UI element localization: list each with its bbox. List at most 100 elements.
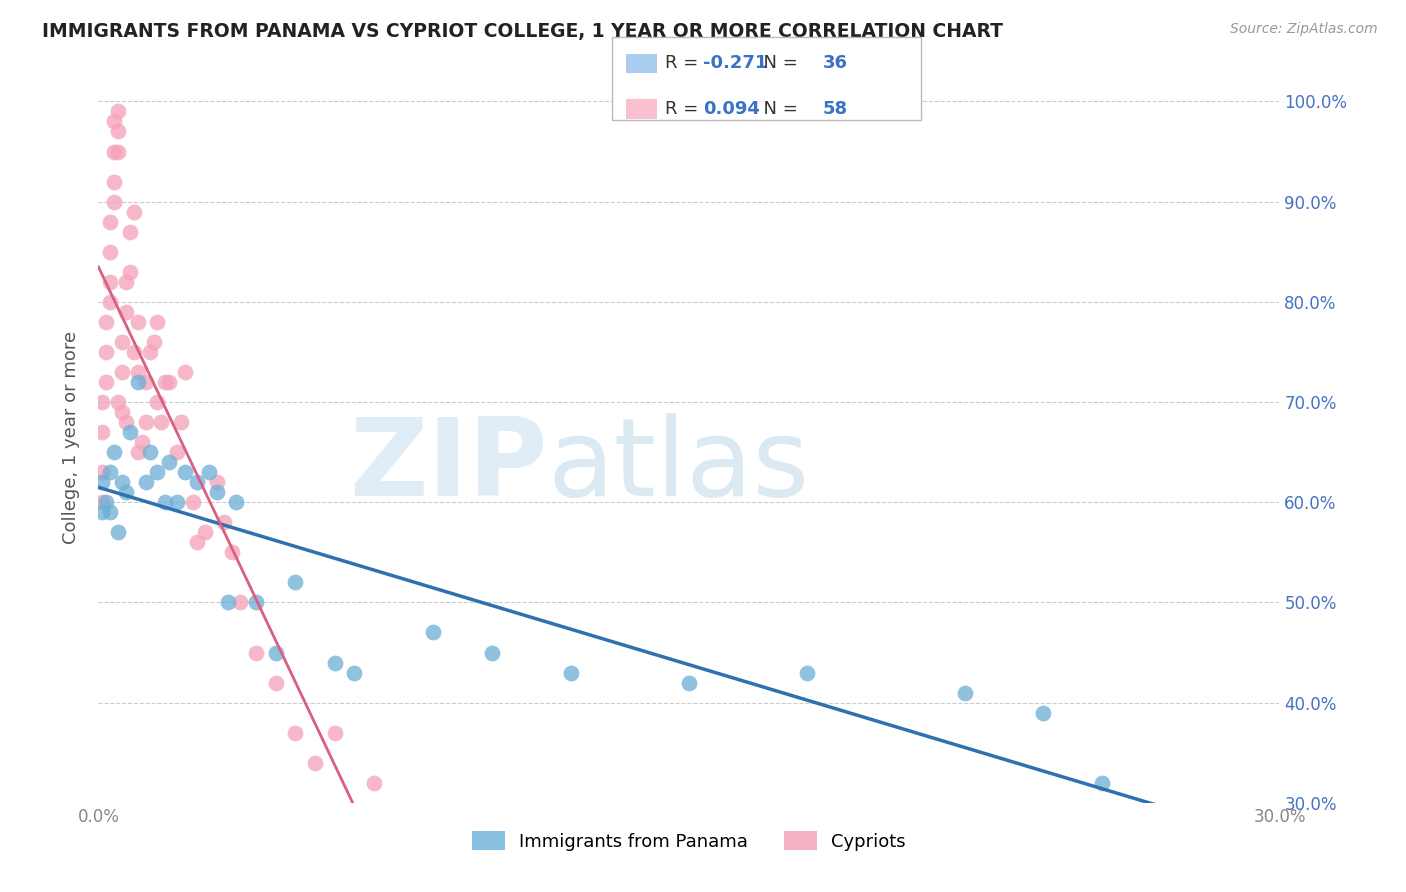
Y-axis label: College, 1 year or more: College, 1 year or more — [62, 331, 80, 543]
Text: 58: 58 — [823, 100, 848, 118]
Point — [98, 505, 121, 519]
Point — [214, 515, 236, 529]
Point — [217, 595, 239, 609]
Text: 36: 36 — [823, 54, 848, 72]
Point — [135, 415, 157, 429]
Point — [146, 465, 169, 479]
Point — [157, 455, 180, 469]
Point — [1091, 776, 1114, 790]
Point — [166, 495, 188, 509]
Point — [115, 305, 138, 319]
Point — [127, 315, 149, 329]
Point — [796, 665, 818, 680]
Point — [343, 665, 366, 680]
Point — [91, 465, 114, 479]
Point — [111, 405, 134, 419]
Point — [103, 445, 125, 459]
Point — [111, 334, 134, 349]
Point — [166, 445, 188, 459]
Point — [98, 465, 121, 479]
Point — [91, 425, 114, 439]
Point — [118, 425, 141, 439]
Point — [194, 525, 217, 540]
Point — [111, 365, 134, 379]
Point — [138, 445, 160, 459]
Point — [170, 415, 193, 429]
Point — [118, 265, 141, 279]
Point — [186, 475, 208, 490]
Point — [96, 375, 118, 389]
Point — [131, 435, 153, 450]
Point — [174, 465, 197, 479]
Point — [135, 475, 157, 490]
Point — [107, 395, 129, 409]
Point — [264, 646, 287, 660]
Point — [155, 375, 177, 389]
Point — [111, 475, 134, 490]
Point — [181, 495, 204, 509]
Point — [150, 415, 173, 429]
Point — [422, 625, 444, 640]
Point — [953, 685, 976, 699]
Point — [122, 345, 145, 359]
Point — [157, 375, 180, 389]
Point — [363, 776, 385, 790]
Point — [115, 485, 138, 500]
Text: N =: N = — [752, 54, 804, 72]
Point — [107, 525, 129, 540]
Point — [205, 475, 228, 490]
Point — [135, 375, 157, 389]
Point — [264, 675, 287, 690]
Point — [91, 495, 114, 509]
Point — [678, 675, 700, 690]
Point — [103, 145, 125, 159]
Point — [221, 545, 243, 559]
Point — [481, 646, 503, 660]
Point — [284, 725, 307, 739]
Point — [1032, 706, 1054, 720]
Point — [115, 415, 138, 429]
Legend: Immigrants from Panama, Cypriots: Immigrants from Panama, Cypriots — [463, 822, 915, 860]
Point — [245, 595, 267, 609]
Point — [96, 345, 118, 359]
Point — [103, 175, 125, 189]
Point — [197, 465, 219, 479]
Text: N =: N = — [752, 100, 804, 118]
Text: IMMIGRANTS FROM PANAMA VS CYPRIOT COLLEGE, 1 YEAR OR MORE CORRELATION CHART: IMMIGRANTS FROM PANAMA VS CYPRIOT COLLEG… — [42, 22, 1002, 41]
Text: 0.094: 0.094 — [703, 100, 759, 118]
Point — [205, 485, 228, 500]
Text: R =: R = — [665, 100, 704, 118]
Point — [225, 495, 247, 509]
Point — [98, 275, 121, 289]
Point — [229, 595, 252, 609]
Point — [138, 345, 160, 359]
Point — [98, 244, 121, 259]
Point — [127, 375, 149, 389]
Text: Source: ZipAtlas.com: Source: ZipAtlas.com — [1230, 22, 1378, 37]
Point — [96, 495, 118, 509]
Text: atlas: atlas — [547, 413, 810, 519]
Point — [560, 665, 582, 680]
Point — [107, 124, 129, 138]
Point — [91, 475, 114, 490]
Point — [91, 395, 114, 409]
Point — [186, 535, 208, 549]
Point — [146, 395, 169, 409]
Point — [122, 204, 145, 219]
Point — [98, 214, 121, 228]
Point — [98, 294, 121, 309]
Point — [284, 575, 307, 590]
Point — [115, 275, 138, 289]
Point — [127, 365, 149, 379]
Point — [146, 315, 169, 329]
Text: R =: R = — [665, 54, 704, 72]
Point — [304, 756, 326, 770]
Point — [118, 225, 141, 239]
Point — [323, 725, 346, 739]
Point — [96, 315, 118, 329]
Point — [142, 334, 165, 349]
Point — [103, 114, 125, 128]
Point — [245, 646, 267, 660]
Point — [103, 194, 125, 209]
Point — [127, 445, 149, 459]
